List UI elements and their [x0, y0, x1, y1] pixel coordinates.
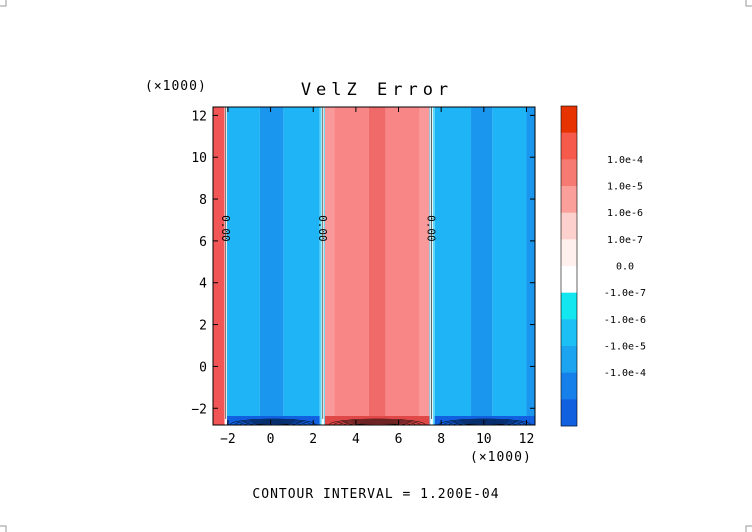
colorbar-swatch-2: [561, 159, 577, 187]
x-tick-label-7: 12: [519, 432, 535, 447]
y-tick-label-2: 2: [199, 319, 207, 334]
contour-line: [333, 419, 421, 426]
colorbar-swatch-4: [561, 212, 577, 240]
contour-band-1: [225, 107, 260, 425]
bottom-region-1: [324, 416, 430, 425]
x-tick-label-1: 0: [267, 432, 275, 447]
colorbar-label-9: -1.0e-4: [604, 368, 646, 379]
contour-line: [229, 418, 316, 426]
contour-band-2: [259, 107, 284, 425]
contour-band-8: [385, 107, 420, 425]
contour-band-11: [434, 107, 472, 425]
colorbar-swatch-9: [561, 346, 577, 373]
y-tick-label-0: −2: [191, 402, 207, 417]
contour-band-12: [471, 107, 493, 425]
colorbar-label-6: -1.0e-7: [604, 288, 646, 299]
colorbar-label-4: 1.0e-7: [607, 235, 643, 246]
zero-contour-label-1: 0.00: [316, 215, 329, 242]
contour-band-5: [324, 107, 335, 425]
filled-contour-bands: [213, 107, 535, 425]
contour-line: [328, 418, 426, 426]
y-axis-ticks: −2 0 2 4 6 8 10 12: [191, 109, 535, 417]
colorbar-swatch-10: [561, 372, 577, 400]
x-axis-ticks: −2 0 2 4 6 8 10 12: [220, 107, 534, 447]
colorbar-swatch-7: [561, 292, 577, 320]
colorbar-label-8: -1.0e-5: [604, 342, 646, 353]
contour-line: [438, 418, 532, 426]
colorbar-label-5: 0.0: [616, 262, 634, 273]
colorbar-swatch-1: [561, 132, 577, 160]
colorbar-swatch-5: [561, 239, 577, 267]
bottom-region-0: [225, 416, 320, 425]
contour-line: [443, 419, 527, 426]
contour-line: [239, 420, 306, 426]
zero-contour-label-0: 0.00: [219, 215, 232, 242]
y-axis-multiplier: (×1000): [145, 79, 207, 94]
contour-band-3: [283, 107, 320, 425]
colorbar-label-2: 1.0e-5: [607, 182, 643, 193]
plot-area: 0.00 0.00 0.00 −2 0 2 4 6 8 10 12 −2 0 2 4 6 8 10 12: [191, 106, 536, 447]
contour-interval-footer: CONTOUR INTERVAL = 1.200E-04: [252, 487, 499, 502]
y-tick-label-4: 6: [199, 235, 207, 250]
contour-band-13: [492, 107, 527, 425]
contour-line: [448, 420, 522, 426]
colorbar-swatch-3: [561, 186, 577, 213]
contour-band-7: [368, 107, 386, 425]
colorbar-label-3: 1.0e-6: [607, 208, 643, 219]
bottom-region-2: [434, 416, 535, 425]
bottom-contour-lines: [225, 416, 535, 426]
x-axis-multiplier: (×1000): [470, 450, 532, 465]
y-tick-label-5: 8: [199, 193, 207, 208]
x-tick-label-2: 2: [309, 432, 317, 447]
colorbar-swatch-8: [561, 319, 577, 347]
plot-frame: [212, 106, 536, 426]
colorbar-label-7: -1.0e-6: [604, 315, 646, 326]
x-tick-label-6: 10: [476, 432, 492, 447]
x-tick-label-4: 6: [395, 432, 403, 447]
y-tick-label-6: 10: [191, 151, 207, 166]
x-tick-label-3: 4: [352, 432, 360, 447]
contour-band-0: [213, 107, 226, 425]
colorbar-label-1: 1.0e-4: [607, 155, 643, 166]
x-tick-label-5: 8: [437, 432, 445, 447]
contour-line: [338, 420, 416, 426]
zero-contour-lines: 0.00 0.00 0.00: [219, 107, 438, 425]
contour-line: [234, 419, 311, 426]
zero-contour-label-2: 0.00: [425, 215, 438, 242]
colorbar-frame: [560, 105, 578, 427]
chart-title: VelZ Error: [301, 80, 453, 100]
colorbar-swatch-6: [561, 266, 577, 293]
y-tick-label-3: 4: [199, 277, 207, 292]
contour-band-9: [419, 107, 430, 425]
y-tick-label-1: 0: [199, 360, 207, 375]
contour-band-14: [526, 107, 535, 425]
x-tick-label-0: −2: [220, 432, 236, 447]
colorbar-swatch-0: [561, 106, 577, 133]
colorbar-swatch-11: [561, 399, 577, 427]
y-tick-label-7: 12: [191, 109, 207, 124]
colorbar: 1.0e-4 1.0e-5 1.0e-6 1.0e-7 0.0 -1.0e-7 -1.0e-…: [560, 105, 646, 427]
contour-band-6: [334, 107, 369, 425]
